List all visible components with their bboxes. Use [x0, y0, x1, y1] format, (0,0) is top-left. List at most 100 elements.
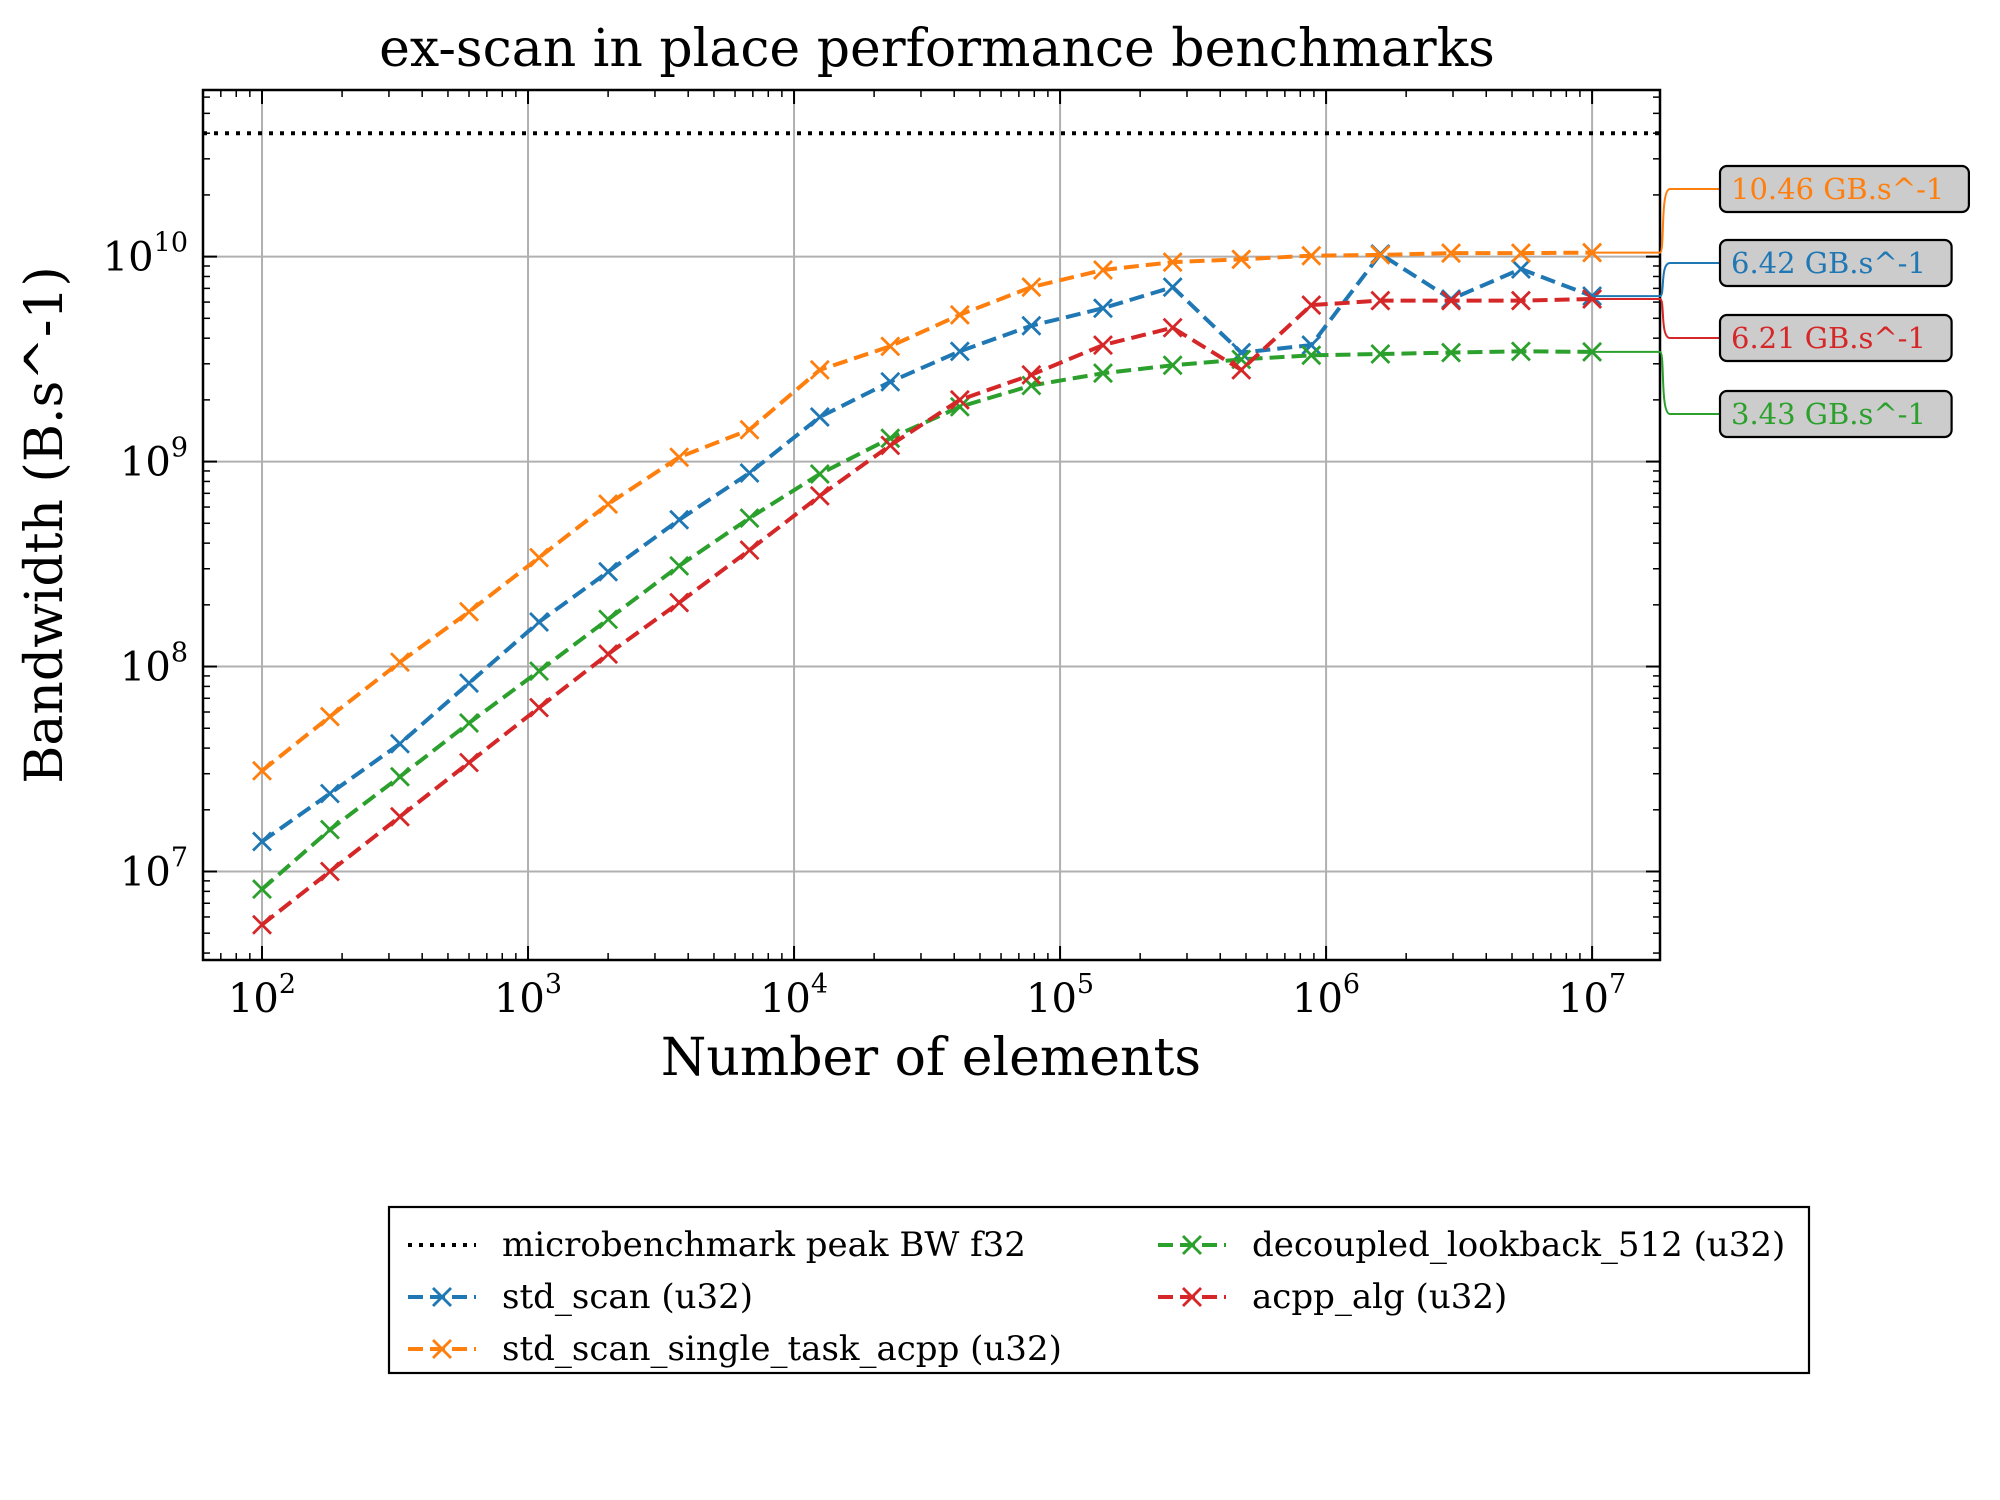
data-point-stroke — [389, 766, 410, 787]
x-tick-base: 10 — [760, 976, 811, 1022]
legend-label: acpp_alg (u32) — [1252, 1277, 1507, 1317]
data-point — [598, 561, 619, 582]
data-point — [252, 879, 273, 900]
data-point-stroke — [1021, 364, 1042, 385]
data-point-stroke — [319, 819, 340, 840]
data-point — [1301, 295, 1322, 316]
minor-ticks — [203, 90, 1660, 960]
legend: microbenchmark peak BW f32 std_scan (u32)… — [387, 1205, 1811, 1375]
data-point-stroke — [598, 609, 619, 630]
data-point-stroke — [949, 304, 970, 325]
data-point — [1021, 364, 1042, 385]
y-tick-base: 10 — [120, 440, 171, 486]
annotation-2: 6.21 GB.s^-1 — [1592, 298, 1953, 363]
data-point — [880, 371, 901, 392]
data-point-stroke — [459, 673, 480, 694]
data-point-stroke — [529, 661, 550, 682]
data-point-stroke — [1301, 295, 1322, 316]
data-point — [529, 661, 550, 682]
data-point — [739, 540, 760, 561]
x-tick-base: 10 — [1558, 976, 1609, 1022]
annotation-connector — [1592, 188, 1720, 254]
annotation-3: 3.43 GB.s^-1 — [1592, 350, 1953, 439]
y-axis-title: Bandwidth (B.s^-1) — [15, 266, 75, 784]
data-point-stroke — [459, 601, 480, 622]
data-point-stroke — [739, 540, 760, 561]
data-point-stroke — [319, 783, 340, 804]
data-point — [459, 752, 480, 773]
data-point-stroke — [809, 485, 830, 506]
data-point — [809, 463, 830, 484]
annotation-connector — [1592, 262, 1720, 298]
series-group — [252, 242, 1603, 935]
grid-lines — [203, 90, 1660, 960]
y-tick-exponent: 9 — [171, 433, 188, 464]
data-point-stroke — [252, 760, 273, 781]
legend-item: microbenchmark peak BW f32 — [408, 1225, 1026, 1265]
data-point-stroke — [809, 463, 830, 484]
data-point-stroke — [1162, 355, 1183, 376]
data-point — [1510, 243, 1531, 264]
data-point — [459, 713, 480, 734]
annotation-box — [1718, 313, 1953, 363]
data-point — [880, 336, 901, 357]
annotation-1: 6.42 GB.s^-1 — [1592, 238, 1953, 298]
data-point — [669, 555, 690, 576]
data-point — [1370, 290, 1391, 311]
y-tick-label: 109 — [120, 433, 188, 486]
data-point-stroke — [949, 389, 970, 410]
data-point — [669, 447, 690, 468]
data-point — [669, 592, 690, 613]
chart-title: ex-scan in place performance benchmarks — [379, 19, 1495, 79]
data-point-stroke — [1162, 317, 1183, 338]
data-point — [1021, 277, 1042, 298]
data-point — [1162, 252, 1183, 273]
data-point — [739, 508, 760, 529]
series-line — [260, 250, 1593, 773]
data-point — [1510, 341, 1531, 362]
data-point — [1441, 243, 1462, 264]
data-point-stroke — [598, 561, 619, 582]
data-point-stroke — [1092, 335, 1113, 356]
x-tick-label: 103 — [494, 969, 562, 1022]
data-point-stroke — [1510, 290, 1531, 311]
data-point — [1092, 363, 1113, 384]
data-point-stroke — [949, 396, 970, 417]
x-tick-exponent: 3 — [545, 969, 562, 1000]
legend-marker — [1182, 1287, 1202, 1307]
annotation-label: 6.42 GB.s^-1 — [1731, 246, 1926, 280]
data-point — [1162, 317, 1183, 338]
data-point — [529, 611, 550, 632]
y-tick-base: 10 — [120, 849, 171, 895]
data-point-stroke — [1092, 298, 1113, 319]
legend-marker — [432, 1339, 452, 1359]
data-point-stroke — [1370, 290, 1391, 311]
data-point — [1370, 244, 1391, 265]
y-tick-label: 108 — [120, 638, 188, 691]
data-point — [1092, 298, 1113, 319]
legend-item: decoupled_lookback_512 (u32) — [1158, 1225, 1785, 1265]
legend-item: std_scan_single_task_acpp (u32) — [408, 1329, 1062, 1369]
series-line — [260, 297, 1593, 927]
x-tick-base: 10 — [1292, 976, 1343, 1022]
legend-marker-stroke — [432, 1287, 452, 1307]
legend-marker-stroke — [1182, 1235, 1202, 1255]
data-point-stroke — [252, 914, 273, 935]
data-point — [880, 428, 901, 449]
data-point — [598, 644, 619, 665]
data-point-stroke — [809, 407, 830, 427]
data-point-stroke — [1301, 345, 1322, 366]
series-std-scan-single-task-acpp-u32- — [252, 242, 1603, 781]
legend-marker-stroke — [1182, 1287, 1202, 1307]
y-tick-exponent: 7 — [171, 842, 188, 873]
data-point — [1301, 245, 1322, 266]
y-tick-base: 10 — [120, 645, 171, 691]
annotation-box — [1718, 238, 1953, 288]
data-point — [1092, 260, 1113, 281]
data-point — [529, 547, 550, 568]
data-point-stroke — [529, 697, 550, 718]
data-point — [1370, 343, 1391, 364]
data-point-stroke — [669, 592, 690, 613]
x-tick-base: 10 — [1026, 976, 1077, 1022]
